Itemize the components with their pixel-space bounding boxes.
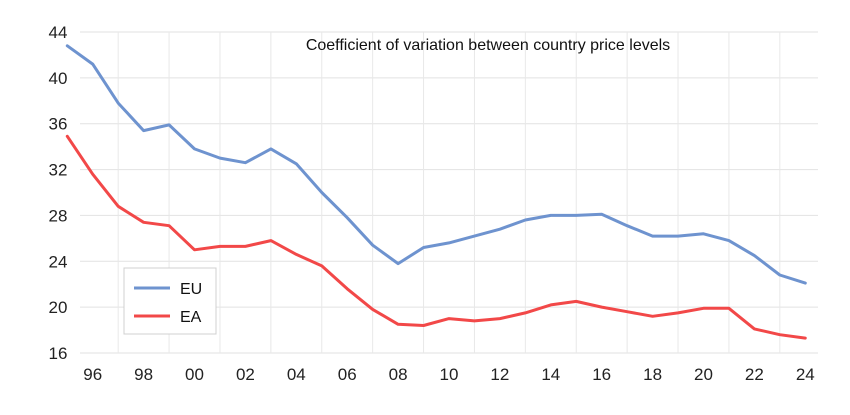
x-tick-label: 08 [389,365,408,384]
x-tick-label: 14 [541,365,560,384]
data-point-eu [651,235,654,238]
data-point-ea [575,300,578,303]
data-point-ea [448,317,451,320]
x-tick-label: 20 [694,365,713,384]
y-tick-label: 20 [49,298,68,317]
data-point-eu [753,254,756,257]
data-point-eu [448,241,451,244]
y-tick-label: 28 [49,206,68,225]
x-axis-ticks: 96 98 00 02 04 06 08 10 12 14 16 18 20 22 24 [83,365,814,384]
data-point-ea [422,324,425,327]
y-tick-label: 16 [49,344,68,363]
x-tick-label: 16 [592,365,611,384]
data-point-eu [91,63,94,66]
data-point-ea [651,315,654,318]
data-point-ea [142,221,145,224]
data-point-eu [727,239,730,242]
data-point-eu [142,129,145,132]
x-tick-label: 18 [643,365,662,384]
data-point-ea [193,248,196,251]
data-point-eu [168,123,171,126]
x-tick-label: 12 [490,365,509,384]
data-point-ea [117,205,120,208]
data-point-eu [269,147,272,150]
data-point-eu [778,274,781,277]
data-point-ea [66,135,69,138]
y-tick-label: 44 [49,23,68,42]
x-tick-label: 00 [185,365,204,384]
data-point-ea [778,333,781,336]
data-point-ea [371,308,374,311]
data-point-eu [193,147,196,150]
data-point-ea [295,253,298,256]
y-axis-ticks: 16 20 24 28 32 36 40 44 [49,23,68,363]
legend: EU EA [123,267,217,335]
series-layer [65,44,807,340]
data-point-ea [346,287,349,290]
data-point-ea [524,311,527,314]
legend-label-eu: EU [180,281,202,298]
y-tick-label: 24 [49,252,68,271]
legend-label-ea: EA [180,309,202,326]
x-tick-label: 24 [796,365,815,384]
data-point-ea [753,327,756,330]
chart-title: Coefficient of variation between country… [306,37,670,54]
data-point-ea [320,264,323,267]
data-point-eu [422,246,425,249]
data-point-ea [804,337,807,340]
data-point-eu [524,219,527,222]
x-tick-label: 10 [440,365,459,384]
data-point-ea [244,245,247,248]
data-point-eu [66,44,69,47]
data-point-eu [677,235,680,238]
x-tick-label: 22 [745,365,764,384]
data-point-eu [218,157,221,160]
x-tick-label: 98 [134,365,153,384]
data-point-ea [218,245,221,248]
data-point-eu [549,214,552,217]
data-point-ea [600,306,603,309]
data-point-eu [702,232,705,235]
data-point-eu [244,161,247,164]
data-point-ea [626,310,629,313]
data-point-eu [473,235,476,238]
data-point-eu [295,162,298,165]
x-tick-label: 02 [236,365,255,384]
y-tick-label: 36 [49,115,68,134]
data-point-eu [371,244,374,247]
data-point-eu [804,282,807,285]
x-tick-label: 06 [338,365,357,384]
series-line-eu [65,44,807,285]
data-point-ea [702,307,705,310]
data-point-ea [269,239,272,242]
series-line-ea [65,134,807,340]
data-point-ea [677,311,680,314]
data-point-eu [600,213,603,216]
data-point-ea [727,307,730,310]
data-point-eu [498,228,501,231]
x-tick-label: 96 [83,365,102,384]
legend-box [123,267,217,335]
data-point-eu [575,214,578,217]
data-point-ea [91,173,94,176]
data-point-ea [397,323,400,326]
data-point-eu [346,216,349,219]
data-point-ea [549,303,552,306]
y-tick-label: 32 [49,161,68,180]
data-point-ea [168,224,171,227]
data-point-eu [320,191,323,194]
data-point-eu [397,262,400,265]
y-tick-label: 40 [49,69,68,88]
data-point-eu [626,224,629,227]
x-tick-label: 04 [287,365,306,384]
data-point-ea [498,317,501,320]
data-point-eu [117,102,120,105]
data-point-ea [473,319,476,322]
